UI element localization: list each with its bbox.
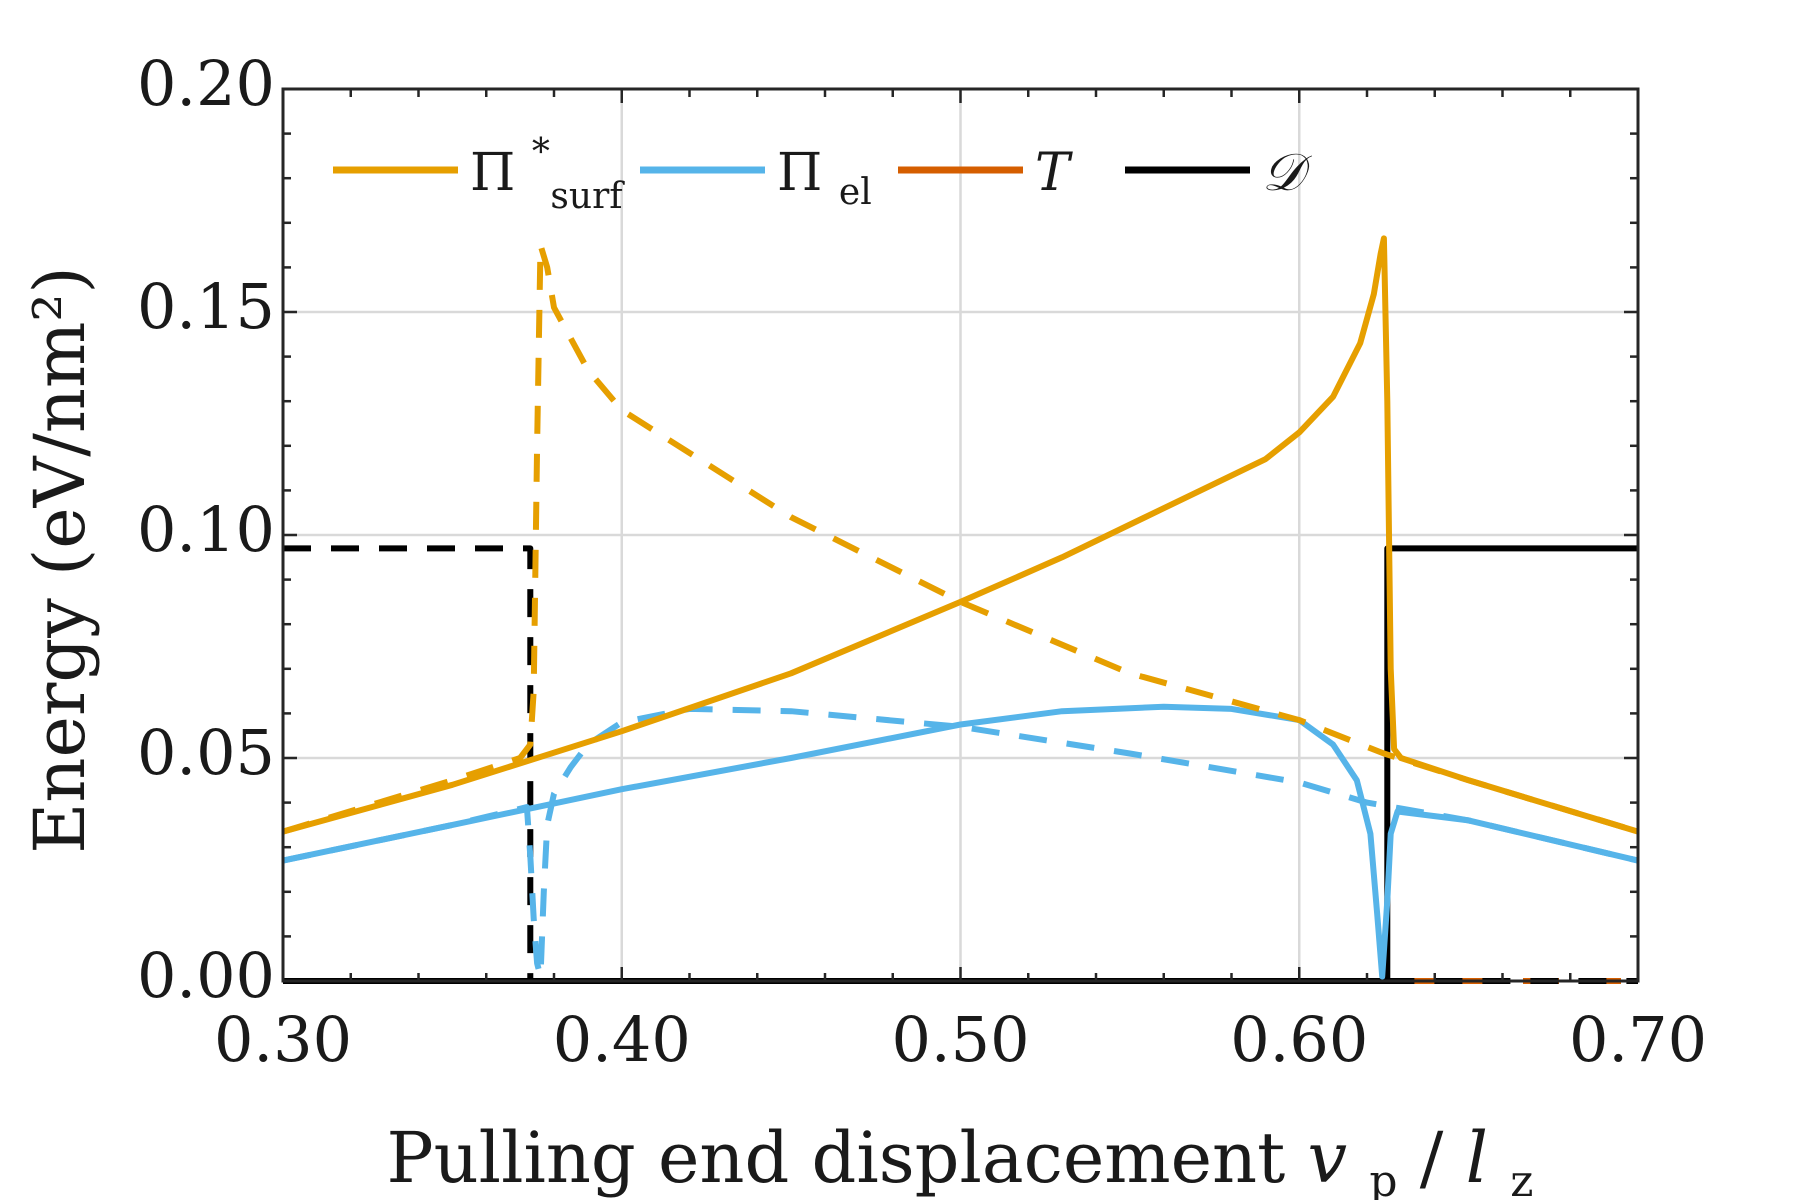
y-axis-label: Energy (eV/nm²) [19,266,101,853]
tick-labels: 0.30 0.40 0.50 0.60 0.70 0.00 0.05 0.10 0.15 0.20 [137,47,1707,1076]
x-tick-label: 0.60 [1230,1003,1368,1076]
x-tick-label: 0.70 [1569,1003,1707,1076]
y-tick-label: 0.10 [137,493,275,566]
legend-pi-el-main: Π [777,143,822,203]
legend-pi-surf-sub: surf [550,176,625,217]
y-tick-label: 0.05 [137,716,275,789]
series-line--el-solid [282,703,1639,980]
series-line--surf-solid [282,235,1639,835]
x-axis-label-var: v [1308,1117,1348,1199]
legend-label-t: T [1035,143,1073,203]
x-axis-label: Pulling end displacement v p / l z [387,1117,1534,1200]
legend: Π * surf Π el T 𝒟 [333,117,1312,217]
legend-pi-el-sub: el [839,172,872,213]
x-axis-label-var2-sub: z [1510,1156,1533,1200]
x-tick-label: 0.30 [214,1003,352,1076]
x-tick-label: 0.50 [891,1003,1029,1076]
legend-label-pi-el: Π el [777,143,872,213]
x-tick-label: 0.40 [553,1003,691,1076]
series-line--el-dashed [282,705,1639,980]
legend-pi-surf-main: Π [470,143,515,203]
legend-pi-surf-sup: * [532,132,550,173]
series-line-d-dashed [283,545,1638,984]
legend-label-pi-surf: Π * surf [470,117,625,217]
x-axis-label-var2: l [1466,1117,1488,1199]
x-axis-label-var-sub: p [1369,1156,1397,1200]
x-axis-label-text: Pulling end displacement [387,1117,1286,1199]
y-tick-label: 0.00 [137,939,275,1012]
x-axis-label-slash: / [1420,1117,1444,1199]
series-line--surf-dashed [282,242,1639,835]
y-tick-label: 0.20 [137,47,275,120]
y-tick-label: 0.15 [137,270,275,343]
axes [281,87,1640,983]
